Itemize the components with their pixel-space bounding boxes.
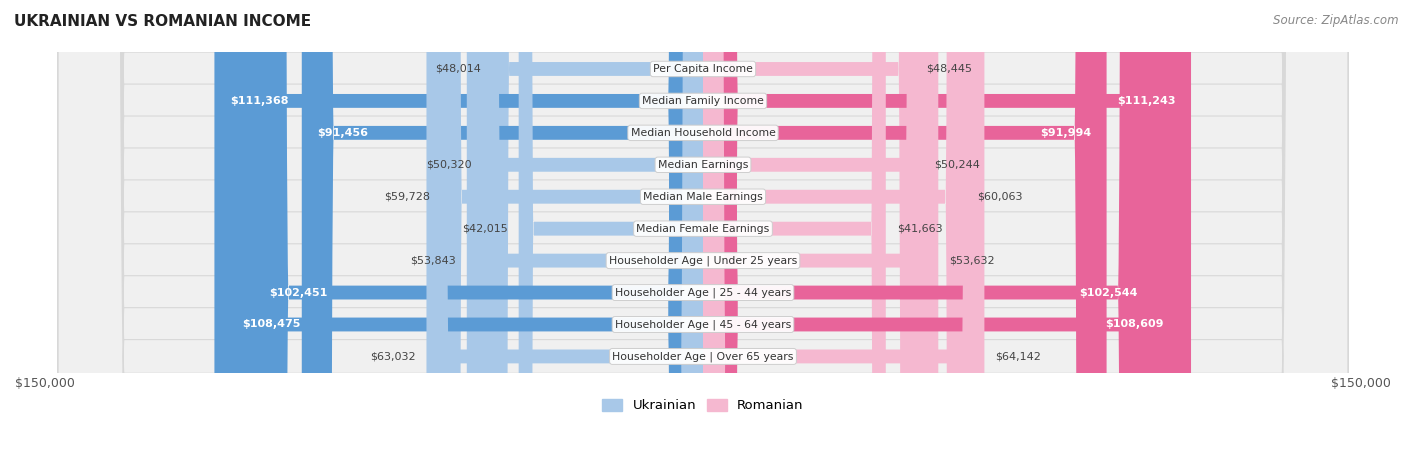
Text: Per Capita Income: Per Capita Income <box>652 64 754 74</box>
Text: Median Household Income: Median Household Income <box>630 128 776 138</box>
FancyBboxPatch shape <box>58 0 1348 467</box>
FancyBboxPatch shape <box>703 0 1180 467</box>
Text: $111,243: $111,243 <box>1118 96 1175 106</box>
Text: Median Family Income: Median Family Income <box>643 96 763 106</box>
FancyBboxPatch shape <box>467 0 703 467</box>
Text: $50,320: $50,320 <box>426 160 471 170</box>
FancyBboxPatch shape <box>703 0 966 467</box>
FancyBboxPatch shape <box>58 0 1348 467</box>
Text: Median Male Earnings: Median Male Earnings <box>643 192 763 202</box>
Legend: Ukrainian, Romanian: Ukrainian, Romanian <box>598 394 808 418</box>
Text: UKRAINIAN VS ROMANIAN INCOME: UKRAINIAN VS ROMANIAN INCOME <box>14 14 311 29</box>
FancyBboxPatch shape <box>426 0 703 467</box>
FancyBboxPatch shape <box>58 0 1348 467</box>
FancyBboxPatch shape <box>228 0 703 467</box>
FancyBboxPatch shape <box>58 0 1348 467</box>
Text: $59,728: $59,728 <box>384 192 430 202</box>
Text: $108,609: $108,609 <box>1105 319 1164 330</box>
Text: $91,994: $91,994 <box>1040 128 1091 138</box>
FancyBboxPatch shape <box>58 0 1348 467</box>
Text: $63,032: $63,032 <box>370 352 416 361</box>
Text: $50,244: $50,244 <box>935 160 980 170</box>
FancyBboxPatch shape <box>703 0 1153 467</box>
FancyBboxPatch shape <box>492 0 703 467</box>
FancyBboxPatch shape <box>519 0 703 467</box>
FancyBboxPatch shape <box>58 0 1348 467</box>
FancyBboxPatch shape <box>253 0 703 467</box>
Text: $102,451: $102,451 <box>269 288 328 297</box>
Text: $60,063: $60,063 <box>977 192 1024 202</box>
Text: $42,015: $42,015 <box>463 224 508 234</box>
FancyBboxPatch shape <box>703 0 915 467</box>
Text: Median Earnings: Median Earnings <box>658 160 748 170</box>
Text: Householder Age | 25 - 44 years: Householder Age | 25 - 44 years <box>614 287 792 298</box>
Text: $91,456: $91,456 <box>318 128 368 138</box>
Text: Median Female Earnings: Median Female Earnings <box>637 224 769 234</box>
FancyBboxPatch shape <box>703 0 924 467</box>
Text: Source: ZipAtlas.com: Source: ZipAtlas.com <box>1274 14 1399 27</box>
Text: $41,663: $41,663 <box>897 224 942 234</box>
Text: $102,544: $102,544 <box>1078 288 1137 297</box>
FancyBboxPatch shape <box>703 0 938 467</box>
FancyBboxPatch shape <box>58 0 1348 467</box>
Text: $53,632: $53,632 <box>949 255 995 266</box>
FancyBboxPatch shape <box>58 0 1348 467</box>
FancyBboxPatch shape <box>58 0 1348 467</box>
Text: Householder Age | Over 65 years: Householder Age | Over 65 years <box>612 351 794 361</box>
FancyBboxPatch shape <box>302 0 703 467</box>
Text: Householder Age | Under 25 years: Householder Age | Under 25 years <box>609 255 797 266</box>
Text: Householder Age | 45 - 64 years: Householder Age | 45 - 64 years <box>614 319 792 330</box>
Text: $64,142: $64,142 <box>995 352 1042 361</box>
FancyBboxPatch shape <box>441 0 703 467</box>
Text: $111,368: $111,368 <box>229 96 288 106</box>
Text: $108,475: $108,475 <box>242 319 301 330</box>
Text: $48,445: $48,445 <box>927 64 973 74</box>
FancyBboxPatch shape <box>703 0 886 467</box>
Text: $48,014: $48,014 <box>436 64 481 74</box>
FancyBboxPatch shape <box>58 0 1348 467</box>
Text: $53,843: $53,843 <box>411 255 456 266</box>
FancyBboxPatch shape <box>215 0 703 467</box>
FancyBboxPatch shape <box>703 0 1191 467</box>
FancyBboxPatch shape <box>703 0 984 467</box>
FancyBboxPatch shape <box>482 0 703 467</box>
FancyBboxPatch shape <box>703 0 1107 467</box>
